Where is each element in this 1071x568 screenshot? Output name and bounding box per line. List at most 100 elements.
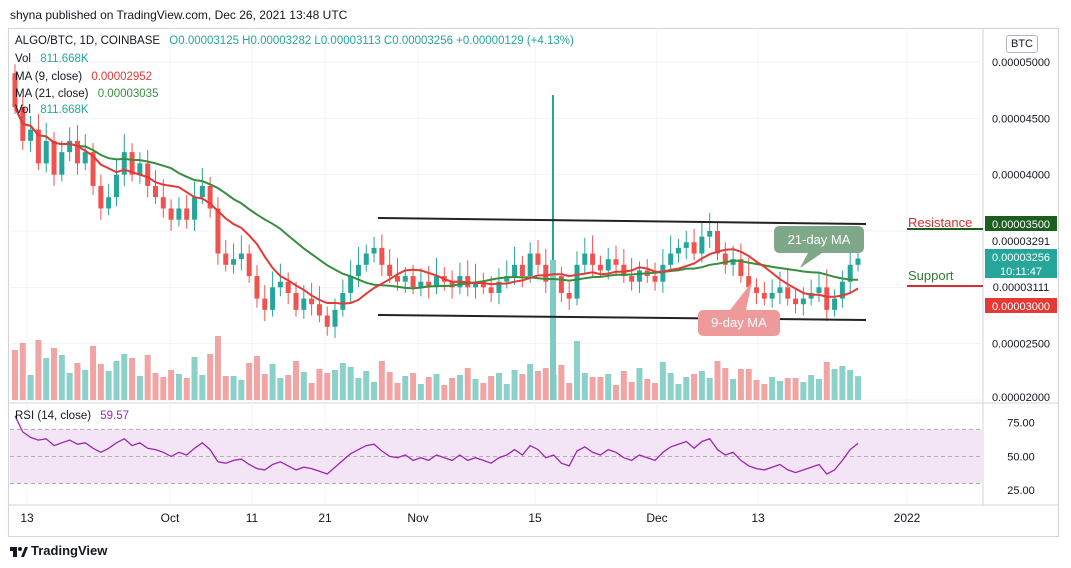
price-axis-tag	[985, 249, 1057, 264]
legend-symbol: ALGO/BTC, 1D, COINBASE	[15, 35, 161, 47]
candle-body	[28, 129, 34, 141]
volume-bar	[285, 375, 292, 400]
volume-bar	[737, 369, 744, 400]
volume-bar	[534, 371, 541, 400]
volume-bar	[19, 343, 26, 400]
volume-bar	[472, 379, 479, 400]
legend-ma21: MA (21, close) 0.00003035	[15, 88, 158, 100]
volume-bar	[519, 374, 526, 400]
volume-bar	[847, 370, 854, 400]
volume-bar	[667, 373, 674, 400]
chart-frame	[8, 28, 1059, 537]
volume-bar	[175, 374, 182, 400]
volume-bar	[222, 376, 229, 400]
candle-body	[839, 281, 845, 299]
candle-body	[566, 292, 572, 299]
price-axis-tag	[985, 216, 1057, 231]
volume-bar	[214, 336, 221, 400]
candle-body	[605, 259, 611, 271]
volume-bar	[722, 368, 729, 400]
currency-badge[interactable]: BTC	[1006, 35, 1038, 53]
volume-bar	[183, 378, 190, 400]
volume-bar	[566, 383, 573, 400]
candle-body	[668, 253, 674, 265]
tradingview-logo[interactable]: TradingView	[10, 543, 107, 558]
volume-bar-spike	[550, 260, 556, 400]
volume-bar	[371, 382, 378, 400]
rsi-value: 59.57	[100, 410, 130, 422]
candle-body	[535, 253, 541, 265]
volume-bar	[613, 385, 620, 400]
time-axis-label: Nov	[407, 511, 428, 525]
candle-body	[730, 259, 736, 265]
ma21-callout-text: 21-day MA	[788, 232, 851, 247]
volume-bar	[855, 376, 861, 400]
volume-bar	[136, 376, 143, 400]
volume-bar	[12, 350, 18, 400]
rsi-label: RSI (14, close)	[15, 410, 92, 422]
candle-body	[691, 242, 697, 254]
volume-bar	[503, 384, 510, 400]
candle-body	[426, 281, 432, 288]
candle-body	[285, 281, 291, 293]
legend-ma21-value: 0.00003035	[97, 88, 159, 100]
volume-bar	[339, 363, 346, 400]
volume-bar	[542, 368, 549, 400]
time-axis-label: 13	[751, 511, 765, 525]
candle-body	[160, 197, 166, 209]
candle-body	[355, 264, 361, 277]
volume-bar	[191, 357, 198, 400]
price-axis-label: 0.00002000	[992, 392, 1050, 404]
time-axis-label: Dec	[646, 511, 667, 525]
volume-bar	[464, 368, 471, 400]
candle-body	[777, 287, 783, 293]
candle-body	[387, 264, 393, 277]
candle-body	[480, 281, 486, 288]
candle-body	[192, 197, 198, 220]
volume-bar	[152, 373, 159, 400]
candle-body	[254, 276, 260, 299]
volume-bar	[269, 364, 276, 400]
candle-body	[769, 292, 775, 299]
candle-body	[168, 208, 174, 220]
volume-bar	[792, 378, 799, 400]
candle-body	[675, 247, 681, 254]
candle-body	[558, 276, 564, 293]
volume-bar	[761, 384, 768, 400]
candle-body	[785, 287, 791, 299]
volume-bar	[144, 355, 151, 400]
candle-body	[238, 253, 244, 260]
legend-vol2-label: Vol	[15, 104, 31, 116]
volume-bar	[495, 373, 502, 400]
volume-bar	[82, 370, 89, 400]
price-axis-label: 0.00003111	[993, 282, 1049, 294]
candle-body	[43, 140, 49, 164]
rsi-axis-label: 75.00	[1007, 418, 1035, 430]
candle-body	[738, 259, 744, 277]
candle-body	[184, 208, 190, 220]
candle-body	[683, 242, 689, 248]
time-axis-label: 15	[528, 511, 542, 525]
candle-body	[121, 152, 127, 175]
price-axis-label: 0.00005000	[992, 57, 1050, 69]
ma21-callout-box	[774, 226, 864, 268]
candle-body	[309, 298, 315, 305]
price-axis-label: 0.00003500	[992, 219, 1050, 231]
volume-bar	[316, 369, 323, 400]
candle-body	[348, 276, 354, 293]
legend-vol2: Vol 811.668K	[15, 104, 89, 116]
support-label: Support	[908, 268, 954, 283]
legend-vol: Vol 811.668K	[15, 53, 89, 65]
candle-body	[574, 264, 580, 299]
volume-bar	[597, 377, 604, 400]
publisher-line: shyna published on TradingView.com, Dec …	[10, 8, 348, 22]
top-bar: shyna published on TradingView.com, Dec …	[0, 0, 1071, 28]
volume-bar	[589, 377, 596, 400]
volume-bar	[691, 374, 698, 400]
candle-body	[98, 185, 104, 209]
candle-body	[51, 140, 57, 175]
volume-bar	[293, 361, 299, 400]
volume-bar	[238, 380, 245, 400]
price-axis-label: 0.00003000	[992, 301, 1050, 313]
